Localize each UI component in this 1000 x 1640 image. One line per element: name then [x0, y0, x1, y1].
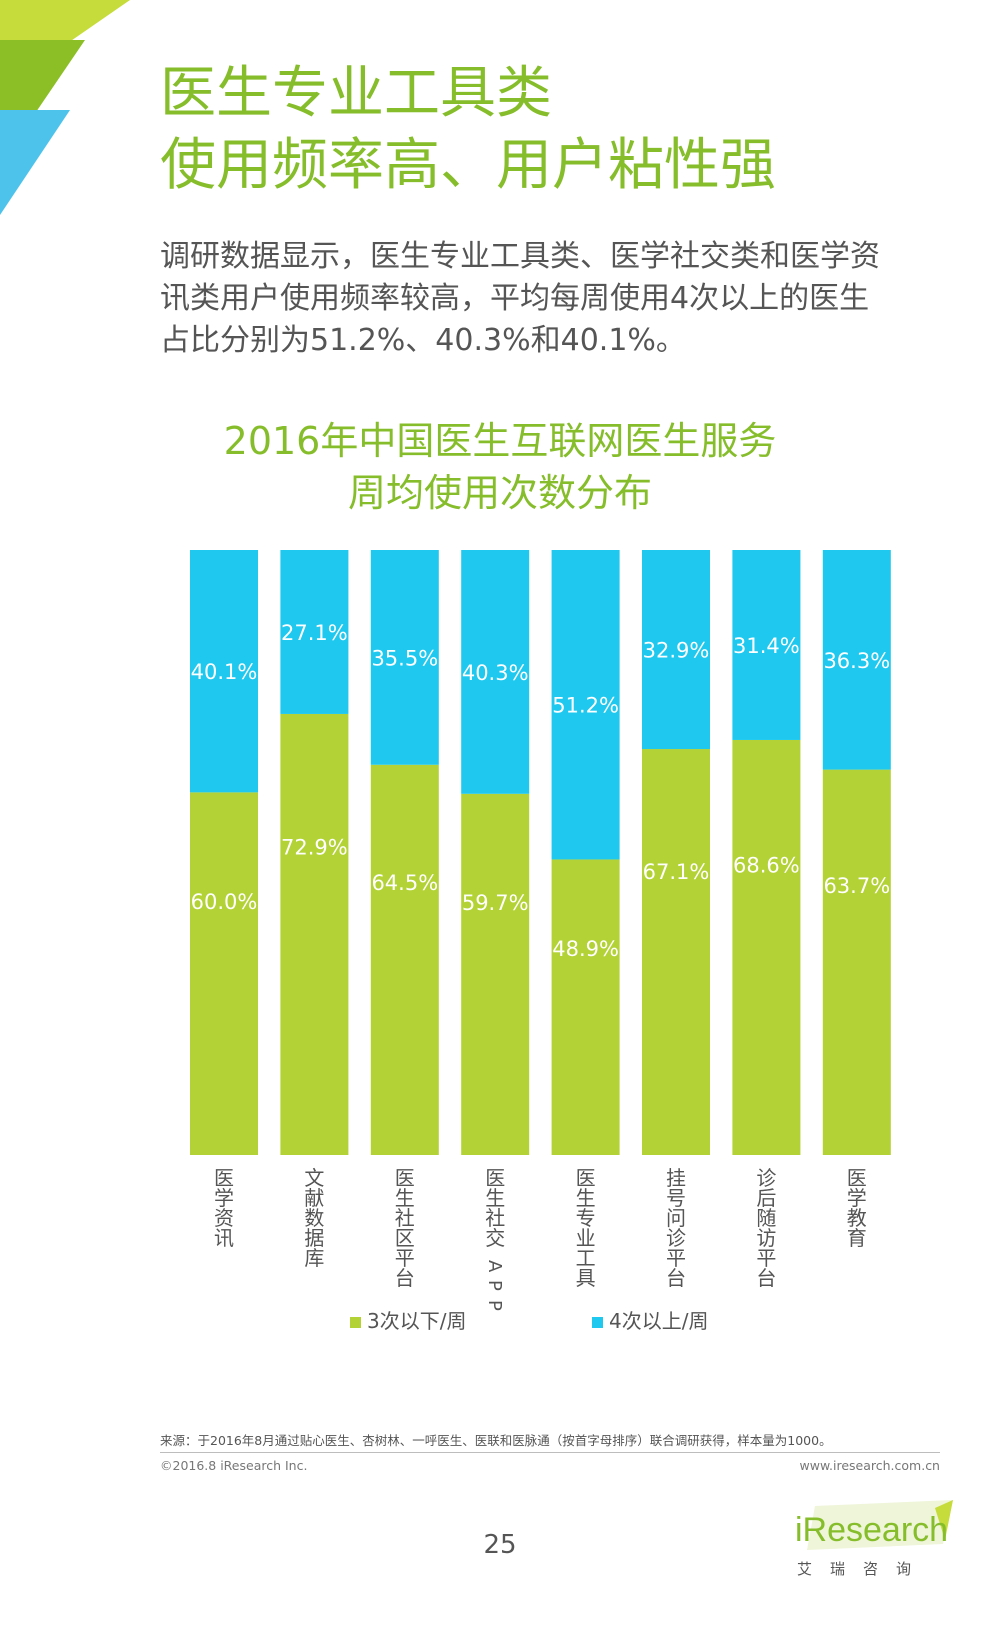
- bar-6-category-label-char-2: 号: [666, 1186, 686, 1210]
- bar-5-category-label-char-4: 业: [576, 1226, 596, 1250]
- bar-3-category-label-char-5: 平: [395, 1246, 415, 1270]
- source-note: 来源：于2016年8月通过贴心医生、杏树林、一呼医生、医联和医脉通（按首字母排序…: [160, 1433, 832, 1448]
- bar-2-category-label-char-5: 库: [304, 1246, 324, 1270]
- bar-2-category-label-char-4: 据: [304, 1226, 324, 1250]
- bar-4-category-label-char-5: A: [484, 1260, 505, 1273]
- bar-7-category-label-char-3: 随: [756, 1206, 776, 1230]
- bar-1-above-4-label: 40.1%: [191, 660, 258, 684]
- bar-7-category-label-char-1: 诊: [756, 1166, 776, 1190]
- bar-7-above-4: [732, 550, 801, 740]
- corner-decoration: [0, 0, 130, 215]
- bar-1-below-3-label: 60.0%: [191, 890, 258, 914]
- bar-4-category-label-char-7: P: [484, 1300, 505, 1311]
- bar-5-category-label-char-1: 医: [576, 1166, 596, 1190]
- page-title-line-2: 使用频率高、用户粘性强: [160, 133, 776, 198]
- bar-4-category-label-char-1: 医: [485, 1166, 505, 1190]
- bar-6-above-4-label: 32.9%: [643, 639, 710, 663]
- bar-8-above-4: [822, 550, 891, 770]
- bar-7-above-4-label: 31.4%: [733, 634, 800, 658]
- bar-4-category-label-char-3: 社: [485, 1206, 505, 1230]
- legend-label-below-3: 3次以下/周: [367, 1309, 466, 1333]
- bar-7-category-label-char-4: 访: [756, 1226, 776, 1250]
- bar-2-category-label-char-1: 文: [304, 1166, 324, 1190]
- bar-4-below-3: [461, 793, 530, 1155]
- bar-5-category-label-char-2: 生: [576, 1186, 596, 1210]
- logo-wordmark: iResearch: [795, 1511, 949, 1549]
- bar-5-category-label-char-3: 专: [576, 1206, 596, 1230]
- logo-backdrop: [807, 1500, 953, 1550]
- bar-3-below-3-label: 64.5%: [371, 871, 438, 895]
- bar-3-category-label-char-4: 区: [395, 1226, 415, 1250]
- bar-6-below-3: [642, 749, 710, 1155]
- legend-swatch-above-4: [592, 1317, 603, 1328]
- bar-4-above-4-label: 40.3%: [462, 661, 529, 685]
- bar-6-below-3-label: 67.1%: [643, 860, 710, 884]
- bar-7-below-3-label: 68.6%: [733, 853, 800, 877]
- bar-6-category-label-char-3: 问: [666, 1206, 686, 1230]
- legend-label-above-4: 4次以上/周: [609, 1309, 708, 1333]
- chart-title-line-1: 2016年中国医生互联网医生服务: [223, 419, 777, 463]
- chart-title-line-2: 周均使用次数分布: [347, 471, 652, 515]
- bar-8-below-3-label: 63.7%: [823, 874, 890, 898]
- bar-8-category-label-char-2: 学: [847, 1186, 867, 1210]
- bar-3-above-4-label: 35.5%: [371, 646, 438, 670]
- bar-7-category-label-char-6: 台: [756, 1266, 776, 1290]
- bar-3-below-3: [370, 764, 439, 1155]
- bar-2-category-label-char-2: 献: [304, 1186, 324, 1210]
- bar-6-category-label-char-6: 台: [666, 1266, 686, 1290]
- bar-2-category-label-char-3: 数: [304, 1206, 324, 1230]
- bar-7-category-label-char-2: 后: [756, 1186, 776, 1210]
- website-link[interactable]: www.iresearch.com.cn: [799, 1458, 941, 1473]
- stacked-bar-chart: 60.0%40.1%医学资讯72.9%27.1%文献数据库64.5%35.5%医…: [190, 550, 891, 1333]
- intro-paragraph: 调研数据显示，医生专业工具类、医学社交类和医学资 讯类用户使用频率较高，平均每周…: [160, 236, 940, 362]
- bar-8-above-4-label: 36.3%: [823, 649, 890, 673]
- bar-5-below-3-label: 48.9%: [552, 937, 619, 961]
- bar-4-category-label-char-4: 交: [485, 1226, 505, 1250]
- bar-1-category-label-char-4: 讯: [214, 1226, 234, 1250]
- bar-6-category-label-char-5: 平: [666, 1246, 686, 1270]
- intro-line-3: 占比分别为51.2%、40.3%和40.1%。: [160, 323, 686, 358]
- page-number: 25: [483, 1530, 517, 1560]
- bar-2-above-4: [280, 550, 349, 714]
- bar-1-category-label-char-3: 资: [214, 1206, 234, 1230]
- bar-3-above-4: [370, 550, 439, 765]
- intro-line-1: 调研数据显示，医生专业工具类、医学社交类和医学资: [160, 239, 880, 274]
- logo-subtitle: 艾瑞咨询: [797, 1560, 930, 1578]
- footer-divider: [160, 1452, 940, 1453]
- bar-5-above-4: [551, 550, 620, 860]
- bar-1-category-label-char-1: 医: [214, 1166, 234, 1190]
- bar-3-category-label-char-6: 台: [395, 1266, 415, 1290]
- bar-8-category-label-char-4: 育: [847, 1226, 867, 1250]
- legend-swatch-below-3: [350, 1317, 361, 1328]
- bar-7-below-3: [732, 739, 801, 1155]
- bar-2-below-3-label: 72.9%: [281, 835, 348, 859]
- bar-8-below-3: [822, 769, 891, 1155]
- bar-5-category-label-char-6: 具: [576, 1266, 596, 1290]
- bar-8-category-label-char-1: 医: [847, 1166, 867, 1190]
- bar-6-category-label-char-4: 诊: [666, 1226, 686, 1250]
- bar-5-below-3: [551, 859, 620, 1155]
- bar-2-above-4-label: 27.1%: [281, 621, 348, 645]
- bar-4-above-4: [461, 550, 530, 794]
- bar-4-category-label-char-6: P: [484, 1280, 505, 1291]
- bar-1-category-label-char-2: 学: [214, 1186, 234, 1210]
- page-title-line-1: 医生专业工具类: [160, 61, 552, 126]
- bar-8-category-label-char-3: 教: [847, 1206, 867, 1230]
- bar-1-below-3: [190, 792, 258, 1155]
- copyright-text: ©2016.8 iResearch Inc.: [160, 1458, 308, 1473]
- bar-4-below-3-label: 59.7%: [462, 891, 529, 915]
- intro-line-2: 讯类用户使用频率较高，平均每周使用4次以上的医生: [160, 281, 870, 316]
- bar-7-category-label-char-5: 平: [756, 1246, 776, 1270]
- bar-6-category-label-char-1: 挂: [666, 1166, 686, 1190]
- bar-6-above-4: [642, 550, 710, 750]
- bar-3-category-label-char-2: 生: [395, 1186, 415, 1210]
- bar-4-category-label-char-2: 生: [485, 1186, 505, 1210]
- bar-3-category-label-char-1: 医: [395, 1166, 415, 1190]
- bar-3-category-label-char-3: 社: [395, 1206, 415, 1230]
- bar-5-category-label-char-5: 工: [576, 1246, 596, 1270]
- bar-1-above-4: [190, 550, 258, 793]
- bar-2-below-3: [280, 713, 349, 1155]
- iresearch-logo: iResearch 艾瑞咨询: [785, 1500, 955, 1600]
- bar-5-above-4-label: 51.2%: [552, 694, 619, 718]
